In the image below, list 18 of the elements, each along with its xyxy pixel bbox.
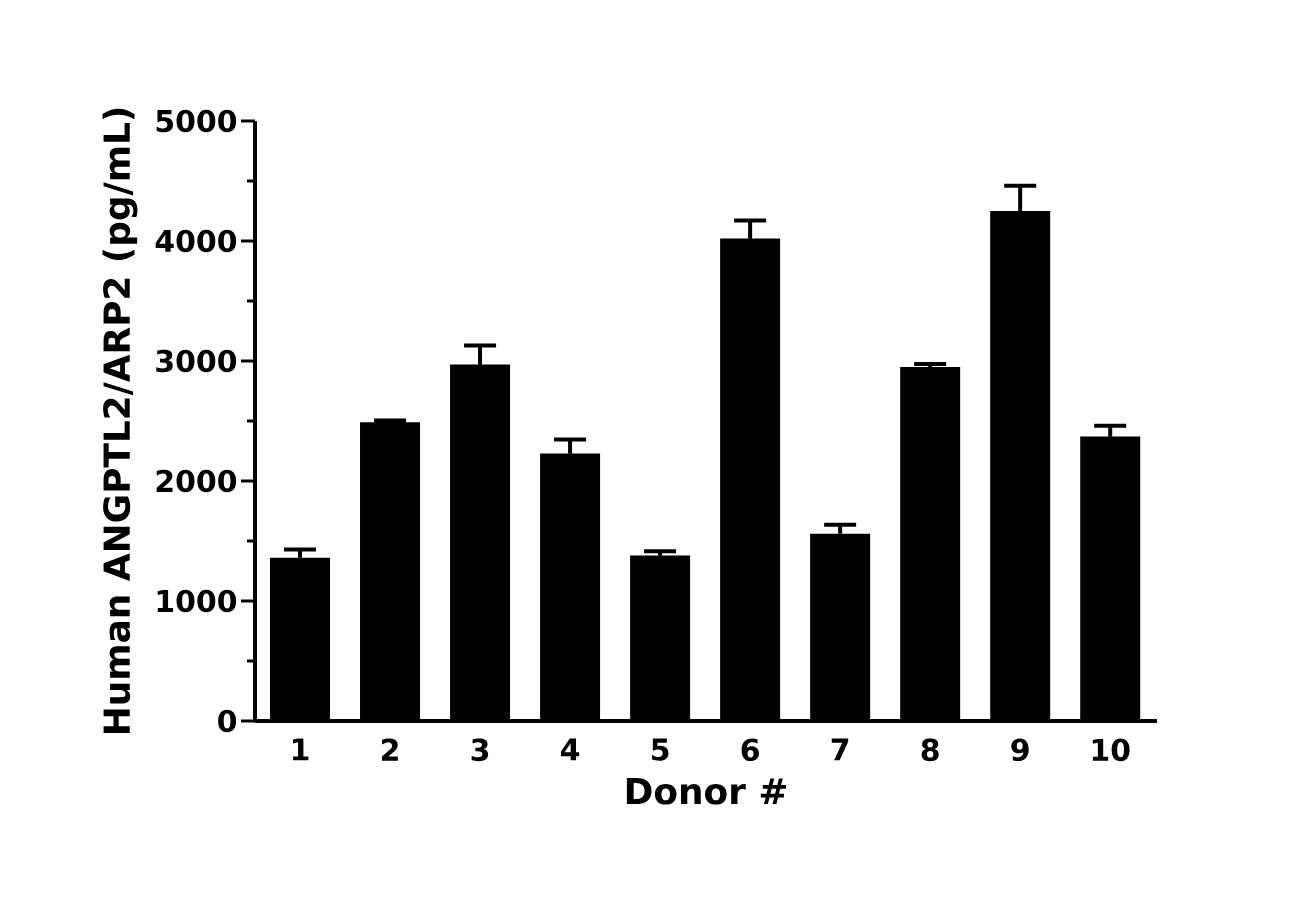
x-tick-label: 5 xyxy=(652,738,669,761)
x-tick-label: 1 xyxy=(292,738,309,761)
y-tick-label: 4000 xyxy=(155,229,237,253)
y-axis-title: Human ANGPTL2/ARP2 (pg/mL) xyxy=(102,108,138,733)
x-tick-label: 4 xyxy=(561,738,580,761)
y-tick-label: 2000 xyxy=(156,469,237,493)
x-tick-label: 10 xyxy=(1092,738,1130,762)
y-tick-label: 3000 xyxy=(156,349,237,373)
x-tick-label: 3 xyxy=(471,738,489,762)
y-tick-label: 5000 xyxy=(156,109,237,133)
x-tick-label: 6 xyxy=(741,738,759,762)
x-tick-label: 8 xyxy=(921,738,939,762)
x-tick-label: 2 xyxy=(382,738,398,761)
y-tick-label: 1000 xyxy=(157,589,237,613)
x-axis-title: Donor # xyxy=(626,777,786,805)
x-tick-label: 7 xyxy=(831,738,849,761)
x-tick-label: 9 xyxy=(1011,738,1029,762)
y-tick-label: 0 xyxy=(218,709,237,733)
